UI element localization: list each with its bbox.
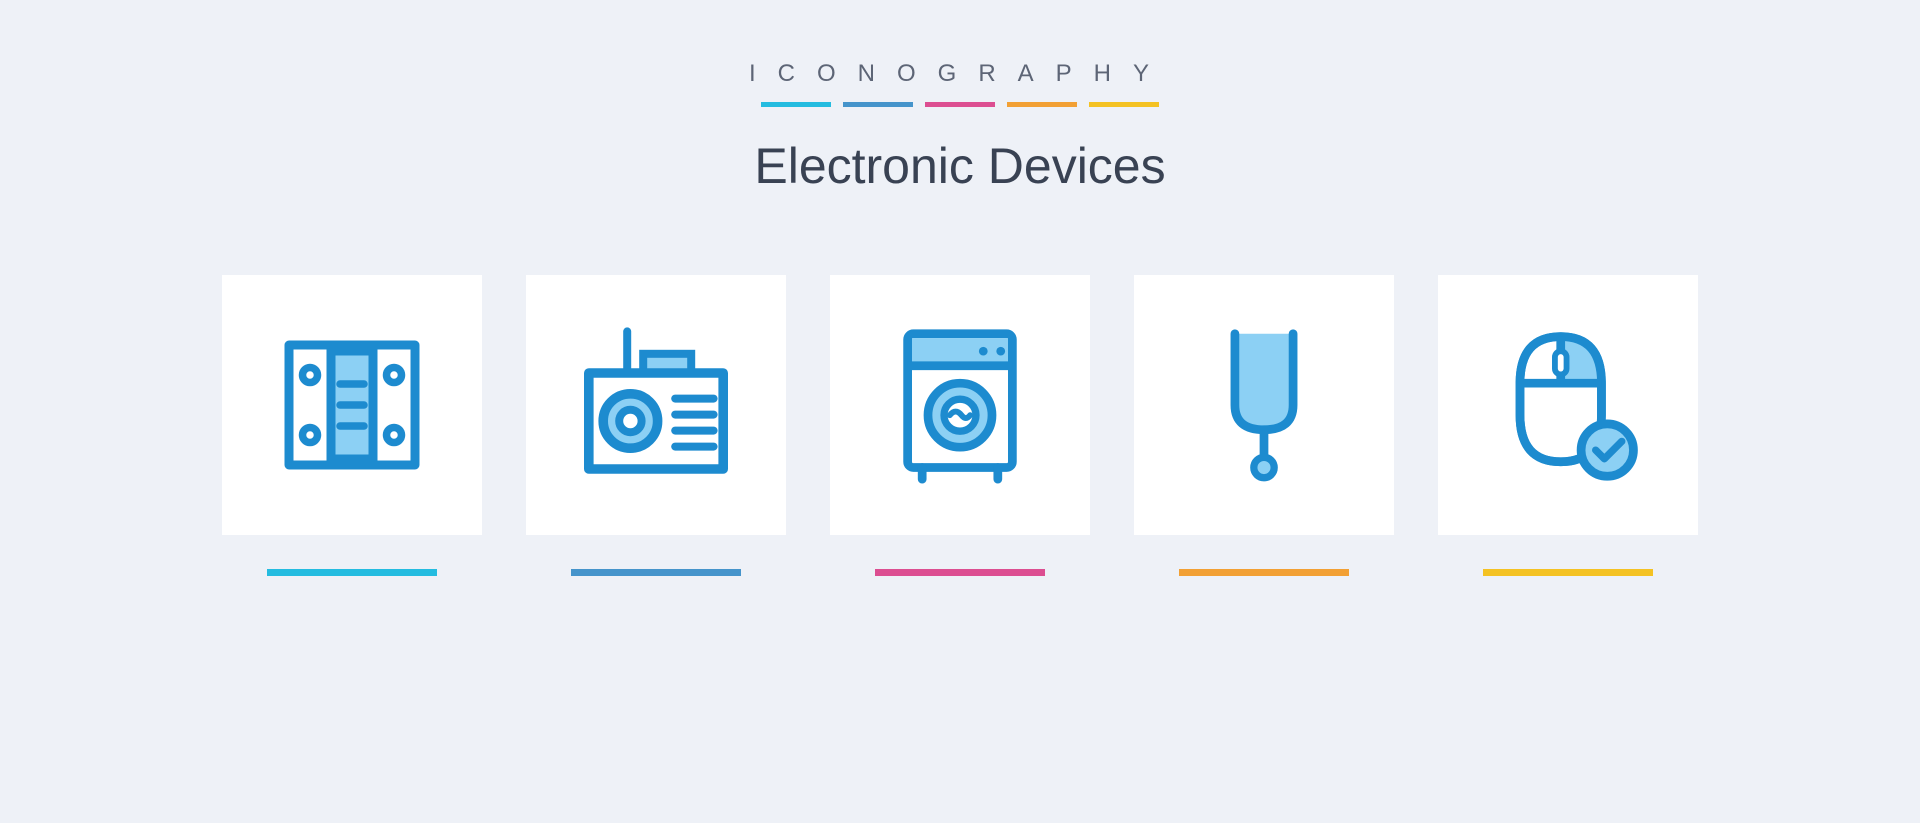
icon-tile (1134, 275, 1394, 535)
icon-card-radio (526, 275, 786, 576)
stripe-1 (761, 102, 831, 107)
stripe-3 (925, 102, 995, 107)
brand-accent-stripes (761, 102, 1159, 107)
icon-tile (222, 275, 482, 535)
card-underline (1483, 569, 1653, 576)
card-underline (1179, 569, 1349, 576)
icon-card-washing-machine (830, 275, 1090, 576)
page-title: Electronic Devices (754, 137, 1165, 195)
stripe-5 (1089, 102, 1159, 107)
tuning-fork-icon (1199, 325, 1329, 485)
icon-card-speaker (222, 275, 482, 576)
icon-tile (830, 275, 1090, 535)
washing-machine-icon (885, 325, 1035, 485)
card-underline (267, 569, 437, 576)
icon-card-mouse (1438, 275, 1698, 576)
card-underline (875, 569, 1045, 576)
icon-grid (222, 275, 1698, 576)
icon-card-tuning-fork (1134, 275, 1394, 576)
icon-tile (1438, 275, 1698, 535)
mouse-check-icon (1488, 325, 1648, 485)
stripe-2 (843, 102, 913, 107)
stripe-4 (1007, 102, 1077, 107)
brand-label: ICONOGRAPHY (749, 60, 1171, 88)
radio-icon (576, 325, 736, 485)
icon-tile (526, 275, 786, 535)
speaker-cabinet-icon (277, 330, 427, 480)
card-underline (571, 569, 741, 576)
